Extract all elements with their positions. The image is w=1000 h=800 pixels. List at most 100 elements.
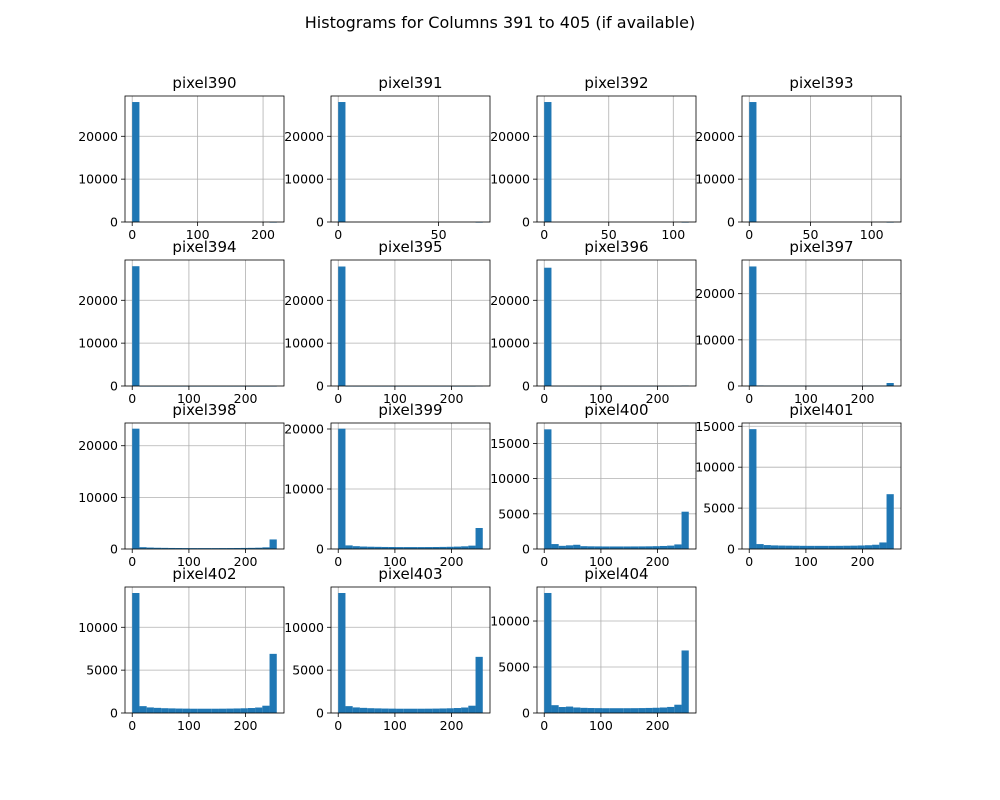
- y-tick-label: 10000: [78, 490, 118, 505]
- y-tick-label: 20000: [695, 129, 735, 144]
- y-tick-label: 5000: [86, 663, 118, 678]
- x-tick-label: 50: [601, 227, 617, 242]
- histogram-bar: [453, 546, 462, 549]
- x-tick-label: 0: [540, 391, 548, 406]
- histogram-bar: [211, 548, 219, 549]
- x-tick-label: 0: [128, 554, 136, 569]
- y-tick-label: 10000: [284, 172, 324, 187]
- y-tick-label: 5000: [498, 506, 530, 521]
- y-tick-label: 0: [110, 706, 118, 721]
- axes-frame: [741, 259, 902, 387]
- y-tick-label: 0: [727, 542, 735, 557]
- histogram-bar: [153, 707, 162, 713]
- y-tick-label: 5000: [703, 501, 735, 516]
- histogram-bar: [417, 708, 425, 713]
- y-tick-label: 0: [727, 215, 735, 230]
- histogram-bar: [667, 706, 675, 713]
- subplot-pixel393: 0 50 100 0 10000 20000 pixel393: [695, 74, 902, 242]
- histogram-bar: [468, 545, 476, 549]
- histogram-bar: [785, 545, 793, 549]
- histogram-bar: [594, 708, 603, 713]
- histogram-bar: [175, 548, 183, 549]
- y-tick-label: 10000: [78, 172, 118, 187]
- subplot-pixel399: 0 100 200 0 10000 20000 pixel399: [284, 401, 491, 569]
- histogram-bar: [132, 428, 140, 549]
- y-tick-label: 5000: [292, 663, 324, 678]
- histogram-bar: [602, 546, 610, 549]
- histogram-bar: [139, 547, 147, 549]
- axes-frame: [536, 422, 697, 550]
- histogram-bar: [667, 545, 675, 549]
- histogram-bar: [749, 102, 757, 222]
- histogram-bar: [580, 707, 588, 713]
- x-tick-label: 200: [251, 227, 275, 242]
- histogram-bar: [587, 708, 595, 713]
- subplot-title: pixel390: [172, 74, 236, 92]
- y-tick-label: 10000: [490, 471, 530, 486]
- histogram-bar: [226, 548, 234, 549]
- histogram-bar: [645, 546, 653, 549]
- y-tick-label: 0: [522, 215, 530, 230]
- x-tick-label: 200: [440, 391, 464, 406]
- subplot-pixel392: 0 50 100 0 10000 20000 pixel392: [490, 74, 697, 242]
- axes-frame: [536, 259, 697, 387]
- histogram-bar: [168, 708, 176, 713]
- axes-frame: [330, 586, 491, 714]
- axes-frame: [330, 259, 491, 387]
- y-tick-label: 0: [316, 215, 324, 230]
- histogram-bar: [374, 546, 382, 549]
- subplot-title: pixel404: [584, 565, 648, 583]
- histogram-bar: [432, 546, 440, 549]
- y-tick-label: 20000: [78, 293, 118, 308]
- x-tick-label: 200: [851, 554, 875, 569]
- histogram-bar: [439, 546, 447, 549]
- histogram-bar: [573, 707, 581, 713]
- histogram-bar: [197, 708, 205, 713]
- histogram-bar: [756, 544, 764, 549]
- histogram-bar: [475, 656, 483, 713]
- histogram-bar: [446, 708, 454, 713]
- histogram-bar: [417, 547, 425, 549]
- x-tick-label: 0: [745, 391, 753, 406]
- x-tick-label: 100: [589, 391, 613, 406]
- histogram-bar: [139, 706, 147, 713]
- subplot-pixel390: 0 100 200 0 10000 20000 pixel390: [78, 74, 285, 242]
- histogram-bar: [749, 429, 757, 549]
- histogram-bar: [432, 708, 440, 713]
- x-tick-label: 200: [851, 391, 875, 406]
- histogram-bar: [190, 548, 198, 549]
- histogram-bar: [544, 592, 552, 713]
- histogram-bar: [204, 548, 212, 549]
- histogram-bar: [616, 708, 624, 713]
- histogram-bar: [799, 545, 808, 549]
- histogram-bar: [211, 708, 219, 713]
- histogram-bar: [594, 546, 603, 549]
- histogram-bar: [623, 546, 631, 549]
- histogram-bar: [233, 708, 241, 713]
- histogram-bar: [240, 547, 248, 549]
- histogram-bar: [352, 546, 360, 549]
- histogram-bar: [218, 708, 227, 713]
- subplot-pixel400: 0 100 200 0 5000 10000 15000 pixel400: [490, 401, 697, 569]
- histogram-bar: [410, 708, 418, 713]
- histogram-bar: [638, 546, 646, 549]
- y-tick-label: 10000: [695, 172, 735, 187]
- axes-frame: [536, 95, 697, 223]
- y-tick-label: 0: [110, 379, 118, 394]
- histogram-bar: [269, 539, 277, 549]
- x-tick-label: 0: [540, 227, 548, 242]
- histogram-bar: [269, 653, 277, 713]
- histogram-bar: [439, 708, 447, 713]
- x-tick-label: 100: [177, 391, 201, 406]
- histogram-bar: [182, 708, 191, 713]
- x-tick-label: 0: [540, 718, 548, 733]
- histogram-bar: [857, 545, 865, 549]
- y-tick-label: 20000: [78, 129, 118, 144]
- subplot-pixel398: 0 100 200 0 10000 20000 pixel398: [78, 401, 285, 569]
- histogram-bar: [864, 545, 873, 549]
- y-tick-label: 10000: [78, 336, 118, 351]
- axes-frame: [741, 95, 902, 223]
- histogram-bar: [424, 547, 433, 549]
- x-tick-label: 50: [803, 227, 819, 242]
- y-tick-label: 0: [316, 706, 324, 721]
